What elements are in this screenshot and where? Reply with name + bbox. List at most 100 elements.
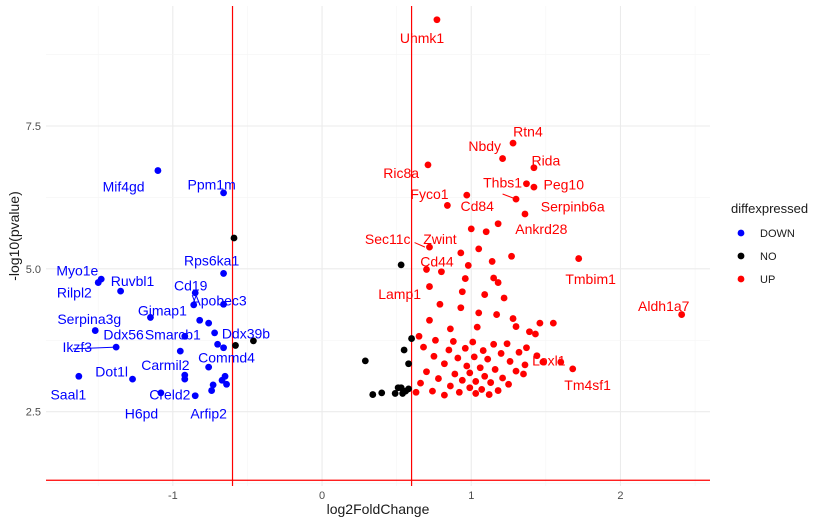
point-up: [446, 325, 454, 333]
point-up: [472, 390, 480, 397]
gene-label: Cd84: [460, 198, 494, 214]
gene-label: H6pd: [125, 405, 158, 421]
point-up: [512, 323, 520, 330]
point-down: [205, 319, 213, 327]
point-no: [400, 346, 408, 354]
point-no: [391, 390, 399, 397]
point-up: [526, 328, 533, 336]
gene-label: Ankrd28: [515, 221, 567, 237]
point-no: [232, 342, 239, 349]
point-up: [429, 387, 436, 395]
label-leader-line: [502, 193, 517, 200]
point-up: [505, 380, 512, 388]
point-up: [466, 384, 474, 392]
gene-label: Serpina3g: [57, 311, 121, 327]
point-no: [361, 357, 369, 365]
gene-label: Rps6ka1: [184, 252, 239, 268]
point-no: [405, 360, 412, 368]
gene-label: Tmbim1: [565, 271, 616, 287]
point-up: [415, 332, 423, 340]
point-up: [487, 379, 495, 386]
point-up: [467, 225, 475, 233]
point-up: [557, 358, 565, 366]
point-up: [461, 275, 469, 282]
point-up: [435, 375, 442, 382]
point-down: [147, 314, 154, 321]
point-up: [464, 262, 472, 269]
point-up: [532, 330, 539, 338]
gene-label: Ppm1m: [188, 176, 236, 192]
point-no: [405, 385, 412, 393]
point-up: [521, 361, 529, 369]
label-leader-line: [191, 294, 196, 304]
point-up: [449, 338, 457, 345]
gene-label: Peg10: [544, 176, 585, 192]
point-up: [443, 202, 451, 209]
point-down: [220, 270, 227, 277]
point-up: [436, 300, 444, 308]
point-up: [476, 364, 484, 372]
point-down: [205, 363, 213, 371]
x-tick-label: 0: [319, 490, 325, 502]
gene-label: Rtn4: [513, 124, 543, 140]
point-up: [475, 309, 483, 317]
point-up: [482, 228, 490, 236]
point-up: [509, 315, 517, 322]
point-up: [426, 316, 433, 324]
gene-label: Aldh1a7: [638, 298, 690, 314]
point-no: [378, 389, 386, 397]
gene-label: Cd19: [174, 277, 208, 293]
point-up: [499, 374, 506, 382]
point-up: [430, 352, 438, 360]
legend-title: diffexpressed: [731, 201, 808, 216]
point-up: [494, 220, 502, 228]
y-tick-label: 7.5: [26, 121, 41, 133]
point-down: [157, 389, 165, 397]
gene-label: Commd4: [198, 349, 255, 365]
point-up: [441, 391, 448, 399]
legend-label: UP: [760, 274, 775, 286]
point-up: [446, 382, 454, 390]
point-up: [523, 180, 530, 188]
gene-label: Tm4sf1: [564, 377, 611, 393]
gene-label: Arfip2: [190, 405, 227, 421]
point-up: [500, 294, 508, 302]
legend-label: NO: [760, 251, 777, 263]
gene-label: Serpinb6a: [541, 199, 605, 215]
point-up: [530, 183, 538, 191]
point-down: [220, 189, 227, 197]
threshold-lines: [46, 6, 710, 486]
point-no: [397, 261, 405, 269]
point-up: [508, 252, 515, 260]
point-down: [129, 375, 136, 383]
point-up: [678, 311, 686, 318]
point-down: [154, 167, 162, 174]
point-up: [499, 155, 506, 162]
point-down: [211, 329, 219, 337]
point-no: [250, 337, 257, 345]
point-down: [94, 279, 102, 286]
gene-label: Ddx39b: [222, 325, 270, 341]
point-up: [490, 340, 498, 348]
x-tick-label: 1: [468, 490, 474, 502]
point-up: [503, 340, 511, 348]
gene-label: Myo1e: [56, 263, 98, 279]
point-up: [521, 210, 529, 218]
gene-label: Saal1: [50, 387, 86, 403]
x-axis-ticks: -1 0 1 2: [168, 490, 624, 502]
point-up: [479, 347, 487, 354]
point-up: [490, 274, 498, 282]
point-down: [218, 376, 226, 384]
y-axis-ticks: 2.5 5.0 7.5: [26, 121, 41, 419]
legend-entries: DOWN NO UP: [737, 228, 795, 286]
point-up: [493, 311, 501, 318]
point-down: [176, 347, 184, 355]
point-up: [520, 370, 527, 378]
point-up: [481, 372, 489, 380]
point-down: [220, 300, 227, 308]
point-up: [470, 353, 478, 361]
point-up: [432, 336, 439, 344]
point-up: [569, 365, 577, 373]
point-up: [417, 379, 424, 387]
point-up: [455, 388, 463, 396]
